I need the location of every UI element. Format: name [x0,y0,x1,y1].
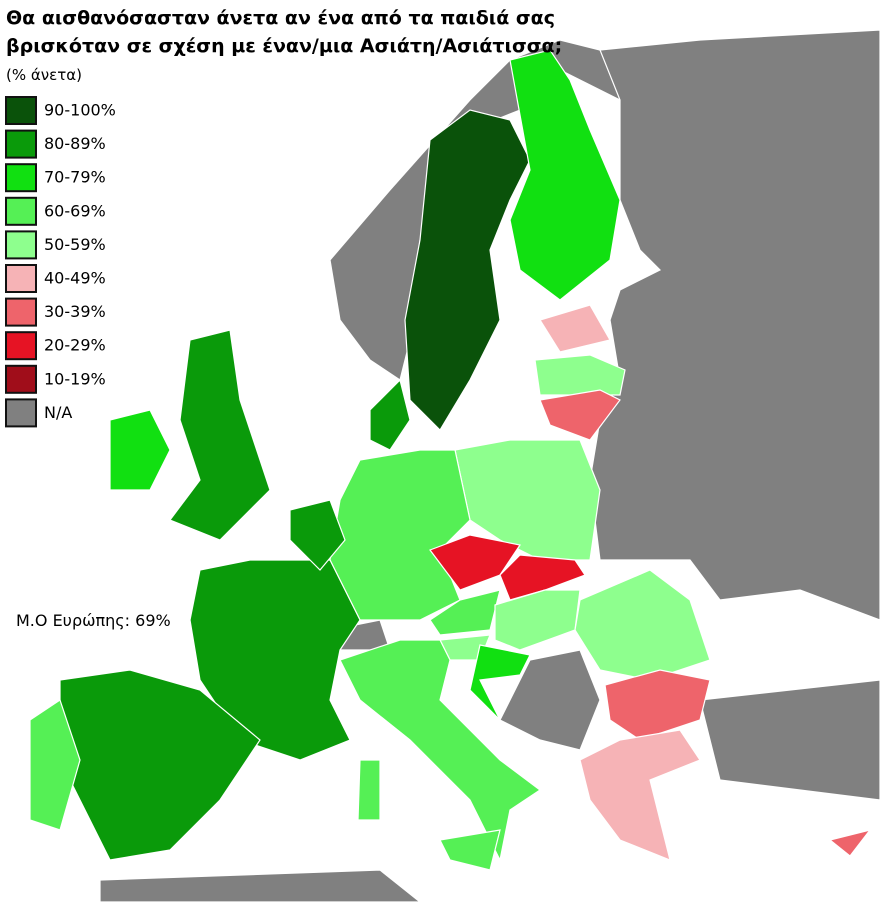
region [289,499,346,571]
region [404,109,531,431]
legend-label: 90-100% [44,101,116,120]
region [579,729,701,861]
region [99,869,421,902]
legend-swatch [5,264,37,293]
legend-swatch [5,163,37,193]
region [429,534,521,591]
region [29,699,81,831]
legend-swatch [5,129,37,159]
legend-swatch [5,297,37,327]
region [604,669,711,741]
legend-label: N/A [44,403,72,422]
legend-swatch [5,364,37,394]
region [589,29,880,621]
legend-label: 10-19% [44,369,106,388]
region [509,49,621,301]
legend-label: 70-79% [44,168,106,187]
legend-swatch [5,230,37,260]
legend-swatch [5,398,37,428]
title-line: βρισκόταν σε σχέση με έναν/μια Ασιάτη/Ασ… [6,35,562,57]
subtitle: (% άνετα) [6,66,82,84]
region [699,679,880,801]
title-line: Θα αισθανόσασταν άνετα αν ένα από τα παι… [6,7,555,29]
region [534,354,626,396]
legend-label: 20-29% [44,336,106,355]
legend-swatch [5,96,37,125]
region [454,439,601,561]
legend-label: 80-89% [44,134,106,153]
region [369,378,411,451]
annotation: Μ.Ο Ευρώπης: 69% [16,611,171,630]
legend-swatch [5,331,37,361]
map [29,29,880,902]
region [439,829,501,871]
legend-swatch [5,196,37,226]
region [494,589,581,651]
region [339,639,542,862]
legend-label: 30-39% [44,302,106,321]
legend-label: 50-59% [44,235,106,254]
legend-label: 60-69% [44,201,106,220]
region [109,409,171,491]
region [357,759,381,821]
legend-label: 40-49% [44,269,106,288]
region [169,329,271,541]
region [574,569,711,681]
region [469,644,531,721]
legend: 90-100% 80-89% 70-79% 60-69% 50-59% 40-49% 30-… [5,96,116,428]
region [828,828,872,857]
region [539,304,611,353]
region [539,389,621,441]
region [329,449,471,621]
